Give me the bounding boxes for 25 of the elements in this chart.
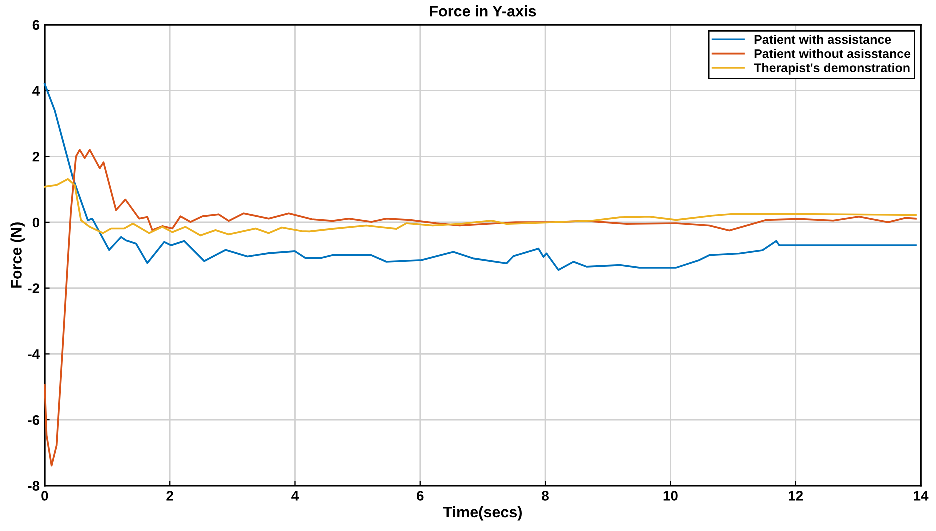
x-tick-label: 10 xyxy=(664,491,678,501)
chart-title: Force in Y-axis xyxy=(430,6,536,17)
y-axis-title: Force (N) xyxy=(10,222,25,288)
legend-label: Therapist's demonstration xyxy=(754,63,910,75)
x-tick-label: 8 xyxy=(542,491,549,501)
y-tick-label: 0 xyxy=(32,218,40,228)
x-axis-title: Time(secs) xyxy=(443,506,522,521)
x-tick-label: 0 xyxy=(42,491,48,501)
line-series xyxy=(44,178,917,237)
y-tick-label: -8 xyxy=(28,481,40,492)
x-tick-label: 4 xyxy=(292,491,300,501)
line-series xyxy=(44,83,917,272)
y-tick-label: -4 xyxy=(28,350,40,360)
y-tick-label: 6 xyxy=(32,20,40,30)
x-tick-label: 14 xyxy=(914,491,929,501)
y-tick-label: -2 xyxy=(28,284,40,294)
line-series xyxy=(44,149,917,467)
y-tick-label: 2 xyxy=(32,152,40,162)
y-tick-label: -6 xyxy=(28,415,40,426)
y-tick-label: 4 xyxy=(32,86,40,96)
legend-label: Patient without asisstance xyxy=(754,49,911,58)
x-tick-label: 12 xyxy=(789,491,804,501)
legend-label: Patient with assistance xyxy=(754,34,892,44)
x-tick-label: 6 xyxy=(417,491,424,501)
x-tick-label: 2 xyxy=(166,491,174,501)
